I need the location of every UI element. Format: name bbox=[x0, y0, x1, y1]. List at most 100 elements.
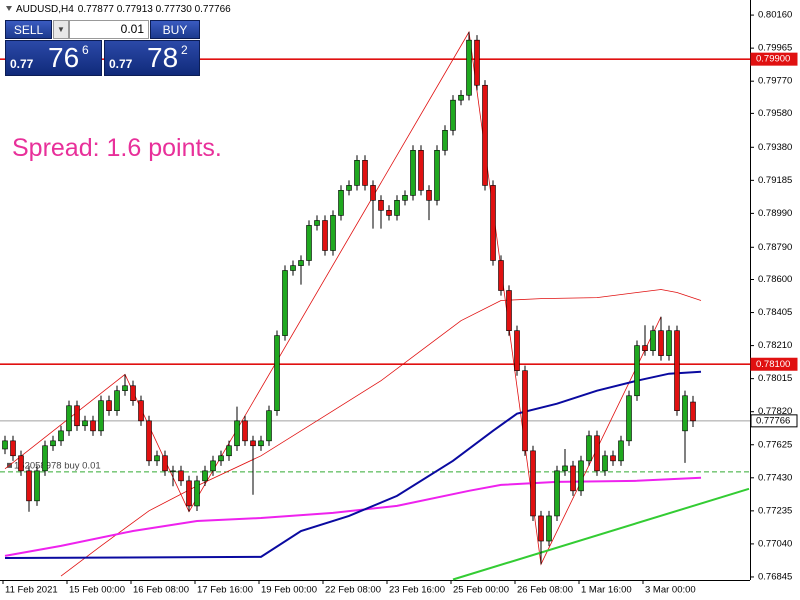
candle-body bbox=[386, 210, 392, 216]
candle-body bbox=[114, 390, 120, 411]
candle-body bbox=[98, 400, 104, 432]
candle-body bbox=[370, 185, 376, 201]
sell-quote[interactable]: 0.77 76 6 bbox=[5, 40, 102, 76]
y-tick-label: 0.78600 bbox=[758, 274, 792, 285]
candle-body bbox=[338, 190, 344, 216]
candle-body bbox=[130, 385, 136, 401]
candle-body bbox=[474, 39, 480, 86]
spread-text: Spread: 1.6 points. bbox=[12, 134, 222, 162]
y-tick-label: 0.79770 bbox=[758, 76, 792, 87]
candle-body bbox=[106, 400, 112, 411]
order-label: 152058978 buy 0.01 bbox=[14, 460, 101, 471]
x-tick-label: 11 Feb 2021 bbox=[5, 585, 58, 596]
candle-body bbox=[194, 480, 200, 507]
candle-body bbox=[466, 39, 472, 96]
candle-body bbox=[218, 455, 224, 462]
candle-body bbox=[690, 401, 696, 422]
x-tick-label: 17 Feb 16:00 bbox=[197, 585, 253, 596]
candle-body bbox=[410, 150, 416, 196]
candle-body bbox=[138, 400, 144, 422]
candle-body bbox=[498, 260, 504, 291]
candle-body bbox=[18, 455, 24, 472]
candle-body bbox=[234, 420, 240, 447]
candle-body bbox=[314, 220, 320, 226]
candle-body bbox=[42, 445, 48, 472]
price-level-label: 0.78100 bbox=[756, 359, 790, 370]
candle-body bbox=[354, 160, 360, 186]
y-tick-label: 0.79380 bbox=[758, 142, 792, 153]
candle-body bbox=[122, 385, 128, 391]
x-tick-label: 1 Mar 16:00 bbox=[581, 585, 632, 596]
y-tick-label: 0.78790 bbox=[758, 242, 792, 253]
candle-body bbox=[666, 330, 672, 356]
buy-quote[interactable]: 0.77 78 2 bbox=[104, 40, 200, 76]
candle-body bbox=[82, 420, 88, 427]
candle-body bbox=[434, 150, 440, 201]
one-click-trading-panel: SELL ▼ 0.01 BUY 0.77 76 6 0.77 78 2 bbox=[5, 20, 200, 76]
candle-body bbox=[290, 265, 296, 271]
symbol-icon bbox=[6, 6, 12, 11]
candle-body bbox=[178, 470, 184, 482]
candle-body bbox=[394, 200, 400, 216]
candle-body bbox=[626, 395, 632, 442]
candle-body bbox=[66, 405, 72, 432]
y-tick-label: 0.79185 bbox=[758, 175, 792, 186]
candle-body bbox=[346, 185, 352, 191]
symbol-header: AUDUSD,H4 0.77877 0.77913 0.77730 0.77766 bbox=[16, 4, 231, 15]
candle-body bbox=[170, 470, 176, 473]
candle-body bbox=[602, 455, 608, 472]
candle-body bbox=[10, 440, 16, 457]
candle-body bbox=[482, 84, 488, 186]
candle-body bbox=[546, 515, 552, 542]
y-tick-label: 0.78405 bbox=[758, 307, 792, 318]
candle-body bbox=[538, 515, 544, 542]
candle-body bbox=[674, 330, 680, 411]
sell-button[interactable]: SELL bbox=[5, 20, 52, 39]
x-tick-label: 22 Feb 08:00 bbox=[325, 585, 381, 596]
candle-body bbox=[298, 260, 304, 266]
candle-body bbox=[202, 470, 208, 482]
candle-body bbox=[586, 435, 592, 462]
candle-body bbox=[2, 440, 8, 450]
price-level-box bbox=[750, 357, 798, 371]
candle-body bbox=[306, 225, 312, 261]
candle-body bbox=[274, 335, 280, 411]
candle-body bbox=[154, 455, 160, 462]
candle-body bbox=[74, 405, 80, 427]
candle-body bbox=[250, 440, 256, 447]
symbol-quote: 0.77877 0.77913 0.77730 0.77766 bbox=[78, 4, 231, 15]
candle-body bbox=[490, 185, 496, 261]
candle-body bbox=[34, 470, 40, 502]
y-tick-label: 0.77820 bbox=[758, 406, 792, 417]
x-tick-label: 3 Mar 00:00 bbox=[645, 585, 696, 596]
candle-body bbox=[258, 440, 264, 447]
plot-area bbox=[0, 0, 750, 580]
candle-body bbox=[530, 450, 536, 517]
sell-price-point: 6 bbox=[82, 43, 89, 57]
candle-body bbox=[282, 270, 288, 336]
buy-button[interactable]: BUY bbox=[150, 20, 200, 39]
buy-price-pips: 78 bbox=[147, 42, 179, 73]
y-tick-label: 0.77430 bbox=[758, 472, 792, 483]
lot-dropdown[interactable]: ▼ bbox=[53, 20, 69, 39]
x-tick-label: 16 Feb 08:00 bbox=[133, 585, 189, 596]
candle-body bbox=[458, 94, 464, 101]
symbol: AUDUSD,H4 bbox=[16, 4, 74, 15]
lot-input[interactable]: 0.01 bbox=[69, 20, 149, 39]
candle-body bbox=[402, 195, 408, 201]
y-tick-label: 0.78015 bbox=[758, 373, 792, 384]
candle-body bbox=[642, 345, 648, 351]
candle-body bbox=[506, 290, 512, 331]
candle-body bbox=[226, 445, 232, 457]
candle-body bbox=[146, 420, 152, 462]
candle-body bbox=[418, 150, 424, 191]
candle-body bbox=[58, 430, 64, 442]
candle-body bbox=[26, 470, 32, 502]
candle-body bbox=[362, 160, 368, 186]
candle-body bbox=[162, 455, 168, 472]
candle-body bbox=[50, 440, 56, 447]
x-tick-label: 26 Feb 08:00 bbox=[517, 585, 573, 596]
candle-body bbox=[634, 345, 640, 397]
candle-body bbox=[426, 190, 432, 201]
